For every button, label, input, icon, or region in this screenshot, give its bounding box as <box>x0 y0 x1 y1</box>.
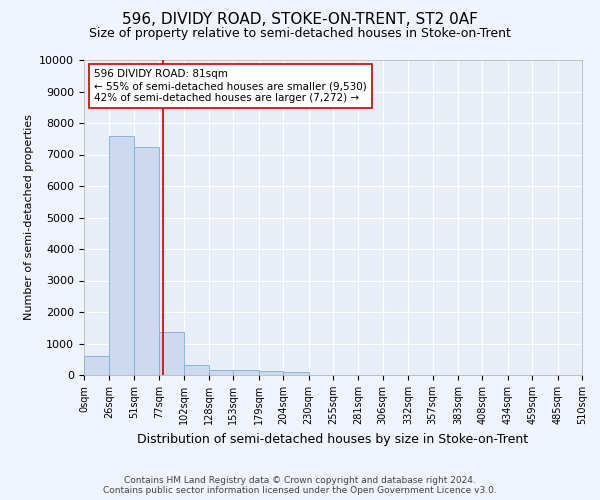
Text: 596, DIVIDY ROAD, STOKE-ON-TRENT, ST2 0AF: 596, DIVIDY ROAD, STOKE-ON-TRENT, ST2 0A… <box>122 12 478 28</box>
Y-axis label: Number of semi-detached properties: Number of semi-detached properties <box>24 114 34 320</box>
Text: Size of property relative to semi-detached houses in Stoke-on-Trent: Size of property relative to semi-detach… <box>89 28 511 40</box>
Bar <box>109 136 134 375</box>
Bar <box>259 372 283 375</box>
Text: 596 DIVIDY ROAD: 81sqm
← 55% of semi-detached houses are smaller (9,530)
42% of : 596 DIVIDY ROAD: 81sqm ← 55% of semi-det… <box>94 70 367 102</box>
X-axis label: Distribution of semi-detached houses by size in Stoke-on-Trent: Distribution of semi-detached houses by … <box>137 432 529 446</box>
Bar <box>283 372 308 375</box>
Bar <box>84 356 109 375</box>
Bar <box>184 365 209 375</box>
Bar <box>209 370 233 375</box>
Bar <box>159 332 184 375</box>
Text: Contains HM Land Registry data © Crown copyright and database right 2024.
Contai: Contains HM Land Registry data © Crown c… <box>103 476 497 495</box>
Bar <box>134 146 159 375</box>
Bar <box>233 370 259 375</box>
